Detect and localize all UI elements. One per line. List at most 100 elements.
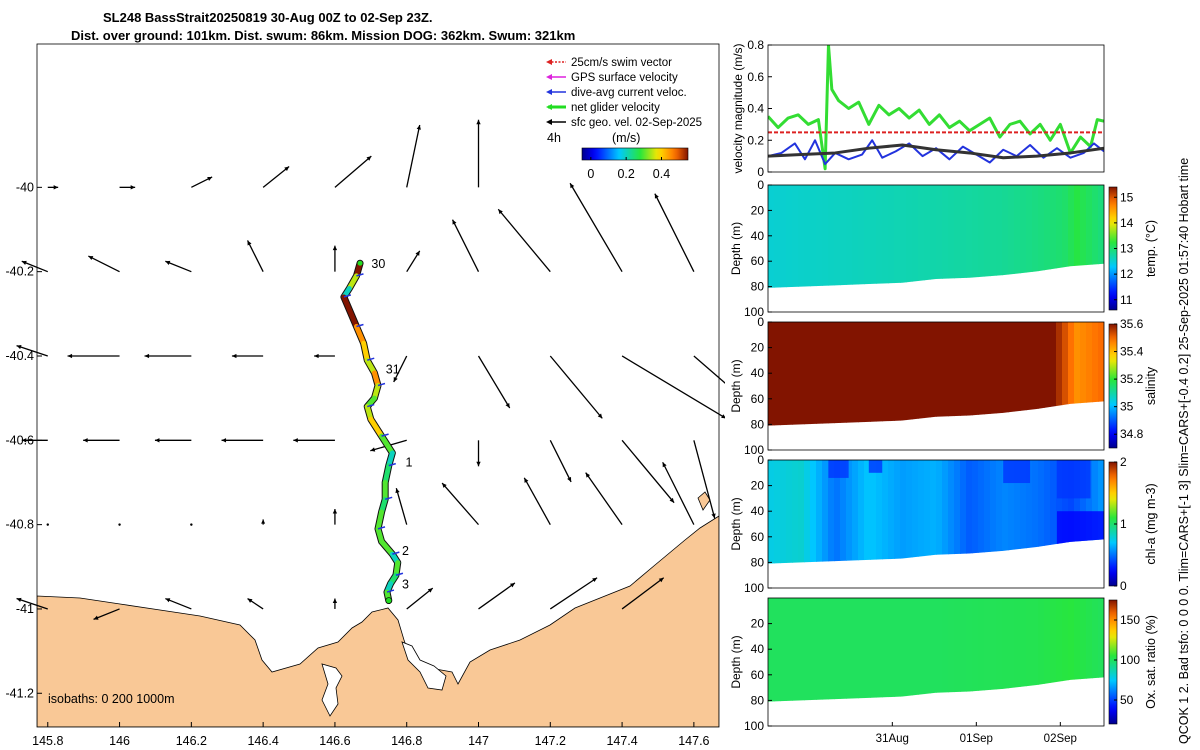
profile-column (1020, 322, 1027, 426)
profile-column (774, 185, 781, 288)
surface-velocity-arrow (585, 472, 623, 526)
profile-column (1020, 460, 1027, 564)
glider-track-segment (375, 509, 385, 532)
profile-column (1062, 598, 1069, 702)
dive-avg-current-vector (381, 433, 389, 437)
velocity-series-line (768, 143, 1104, 160)
profile-column (1098, 322, 1104, 426)
surface-velocity-arrow (118, 523, 121, 526)
panel-y-tick-label: 60 (751, 392, 765, 406)
surface-velocity-arrow (119, 185, 136, 190)
velocity-series-line (768, 139, 1104, 166)
panel-y-tick-label: 20 (751, 203, 765, 217)
profile-column (846, 598, 853, 702)
surface-velocity-arrow (441, 482, 479, 526)
isobaths-label: isobaths: 0 200 1000m (48, 692, 174, 706)
profile-column (792, 598, 799, 702)
dive-avg-current-vector (377, 382, 386, 387)
profile-column (1038, 185, 1045, 288)
legend-entry: net glider velocity (571, 102, 660, 114)
colorbar-tick-label: 0.4 (653, 167, 670, 181)
title-line-2: Dist. over ground: 101km. Dist. swum: 86… (71, 28, 576, 43)
profile-column (1050, 460, 1057, 564)
colorbar-tick-label: 15 (1120, 190, 1134, 204)
depth-axis-label: Depth (m) (729, 359, 743, 412)
surface-velocity-arrow (21, 438, 48, 443)
surface-velocity-arrow (191, 176, 213, 188)
profile-column (996, 460, 1003, 564)
profile-column (960, 598, 967, 702)
colorbar-label: Ox. sat. ratio (%) (1144, 615, 1158, 709)
profile-column (966, 460, 973, 564)
profile-column (984, 185, 991, 288)
panel-y-tick-label: 100 (744, 443, 764, 457)
profile-column (1044, 322, 1051, 426)
profile-column (954, 460, 961, 564)
run-info-note: QCOK 1 2. Bad tsfo: 0 0 0 0. Tlim=CARS+[… (1177, 158, 1191, 744)
profile-column (1026, 185, 1033, 288)
dive-avg-current-vector (356, 273, 364, 277)
surface-velocity-arrow (88, 255, 120, 273)
surface-velocity-arrow (693, 355, 725, 384)
time-tick-label: 02Sep (1044, 733, 1077, 745)
panel-colorbar (1108, 323, 1118, 449)
profile-column (870, 322, 877, 426)
surface-velocity-arrow (16, 344, 48, 357)
profile-field (768, 460, 1104, 564)
glider-track-segment (382, 463, 392, 485)
profile-column (774, 598, 781, 702)
map-x-tick-label: 147.6 (678, 734, 709, 748)
colorbar-tick-label: 2 (1120, 455, 1127, 469)
dive-avg-current-vector (395, 572, 404, 576)
profile-column (852, 460, 859, 564)
profile-column (1098, 185, 1104, 288)
profile-column (966, 322, 973, 426)
profile-column (1074, 322, 1081, 426)
surface-velocity-arrow (190, 523, 193, 526)
low-chl-patch (1056, 511, 1104, 550)
map-frame (36, 43, 720, 728)
profile-column (906, 598, 913, 702)
panel-y-tick-label: 40 (751, 366, 765, 380)
depth-axis-label: Depth (m) (729, 222, 743, 275)
profile-column (840, 322, 847, 426)
depth-axis-label: Depth (m) (729, 497, 743, 550)
legend-entry: sfc geo. vel. 02-Sep-2025 (571, 117, 702, 129)
profile-column (1044, 460, 1051, 564)
glider-track-segment (361, 340, 370, 363)
surface-velocity-arrow (165, 260, 192, 273)
surface-velocity-arrow (549, 440, 572, 483)
map-y-tick-label: -41 (16, 602, 34, 616)
dive-avg-current-vector (392, 551, 400, 555)
profile-column (852, 598, 859, 702)
map-legend: 25cm/s swim vector GPS surface velocity di… (546, 57, 702, 129)
profile-column (1032, 460, 1039, 564)
profile-column (858, 322, 865, 426)
surface-velocity-arrow (16, 597, 48, 610)
profile-column (882, 322, 889, 426)
profile-column (882, 185, 889, 288)
track-start-marker (385, 597, 393, 604)
profile-column (816, 598, 823, 702)
surface-velocity-arrow (406, 124, 421, 188)
surface-velocity-arrow (247, 598, 264, 610)
profile-column (834, 598, 841, 702)
map-y-tick-label: -40.4 (6, 349, 35, 363)
profile-column (1080, 185, 1087, 288)
colorbar-tick-label: 35.6 (1120, 317, 1144, 331)
profile-column (798, 460, 805, 564)
profile-column (936, 598, 943, 702)
profile-column (1068, 322, 1075, 426)
profile-column (804, 598, 811, 702)
map-y-tick-label: -40.8 (6, 518, 35, 532)
profile-column (852, 322, 859, 426)
surface-velocity-arrow (93, 608, 120, 620)
profile-column (864, 460, 871, 564)
profile-column (834, 460, 841, 564)
profile-column (804, 322, 811, 426)
depth-axis-label: Depth (m) (729, 635, 743, 688)
surface-velocity-arrow (621, 577, 665, 610)
profile-column (978, 460, 985, 564)
